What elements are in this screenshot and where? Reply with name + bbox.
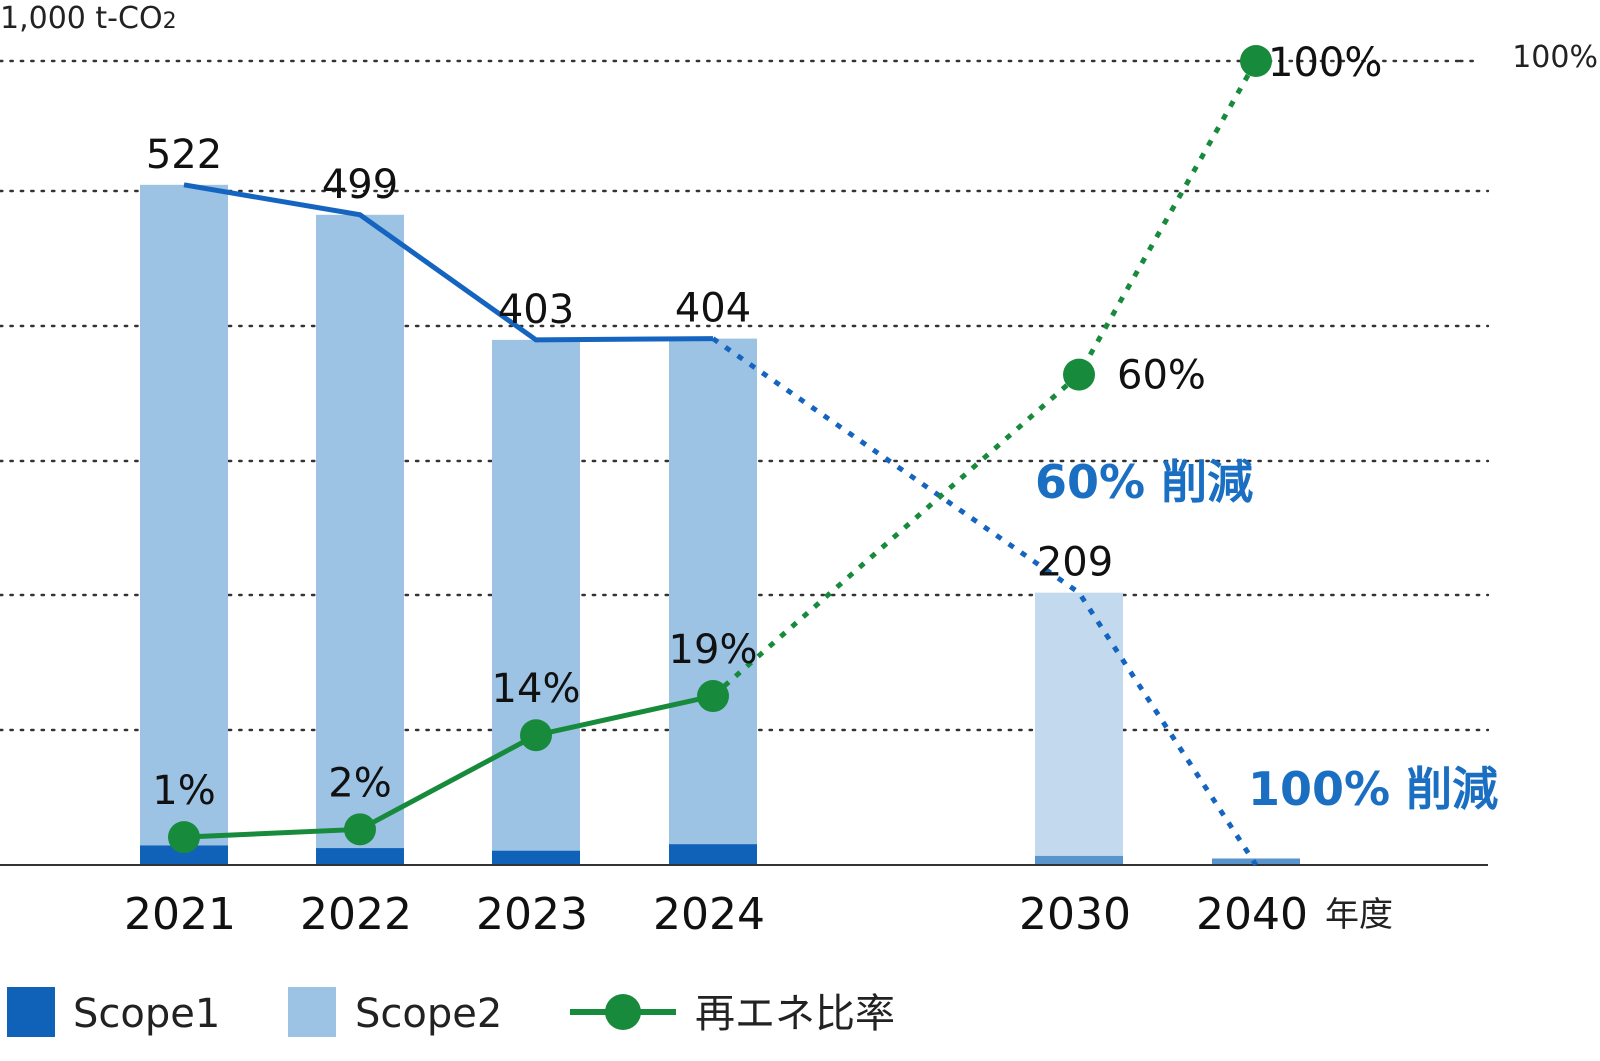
data-labels: 522 499 403 404 209 1% 2% 14% 19% 60% 100% 2021 2022… [124, 40, 1382, 940]
renewable-label-2022: 2% [328, 760, 391, 806]
bar-scope2-2024 [669, 338, 757, 845]
legend-label-renewable: 再エネ比率 [695, 991, 895, 1037]
legend-label-scope2: Scope2 [355, 991, 502, 1037]
renewable-label-2040: 100% [1268, 40, 1382, 86]
legend-swatch-scope2 [288, 987, 336, 1037]
bar-scope2-2030 [1035, 592, 1123, 856]
renewable-label-2030: 60% [1117, 353, 1206, 399]
legend: Scope1 Scope2 再エネ比率 [7, 987, 895, 1037]
renewable-marker-2030 [1063, 358, 1095, 391]
bar-scope1-2022 [316, 848, 404, 865]
right-axis-label: 100% [1512, 40, 1598, 75]
x-tick-2023: 2023 [476, 889, 588, 940]
renewable-marker-2022 [344, 813, 376, 846]
total-label-2030: 209 [1037, 540, 1113, 586]
legend-swatch-scope1 [7, 987, 55, 1037]
bar-scope2-2021 [140, 184, 228, 846]
total-label-2024: 404 [675, 286, 751, 332]
bar-scope2-2022 [316, 214, 404, 849]
bar-scope1-2030 [1035, 855, 1123, 865]
x-tick-2024: 2024 [653, 889, 765, 940]
x-tick-2030: 2030 [1019, 889, 1131, 940]
bar-scope1-2023 [492, 850, 580, 865]
renewable-marker-2040 [1240, 45, 1272, 77]
series-lines [168, 45, 1272, 867]
bar-scope2-2023 [492, 339, 580, 851]
x-tick-2040: 2040 [1196, 889, 1308, 940]
legend-swatch-renewable-marker [605, 994, 641, 1030]
renewable-label-2024: 19% [669, 627, 758, 673]
unit-label: 1,000 t-CO2 [0, 1, 177, 36]
legend-label-scope1: Scope1 [73, 991, 220, 1037]
annotation-100-reduction: 100% 削減 [1248, 762, 1498, 816]
unit-subscript: 2 [163, 9, 177, 34]
x-axis-suffix: 年度 [1325, 895, 1393, 935]
gridlines [0, 59, 1490, 732]
bar-scope1-2024 [669, 844, 757, 865]
bars [140, 184, 1300, 865]
total-label-2023: 403 [498, 287, 574, 333]
renewable-label-2023: 14% [492, 666, 581, 712]
x-tick-2021: 2021 [124, 889, 236, 940]
total-label-2022: 499 [322, 162, 398, 208]
renewable-marker-2023 [520, 719, 552, 752]
renewable-marker-2021 [168, 821, 200, 854]
renewable-line-actual [183, 693, 714, 840]
renewable-label-2021: 1% [152, 768, 215, 814]
annotation-60-reduction: 60% 削減 [1035, 455, 1253, 509]
x-tick-2022: 2022 [300, 889, 412, 940]
total-line-actual [183, 182, 714, 343]
total-line-target [711, 336, 1259, 867]
renewable-marker-2024 [697, 680, 729, 713]
total-label-2021: 522 [146, 132, 222, 178]
bar-scope1-2021 [140, 845, 228, 865]
